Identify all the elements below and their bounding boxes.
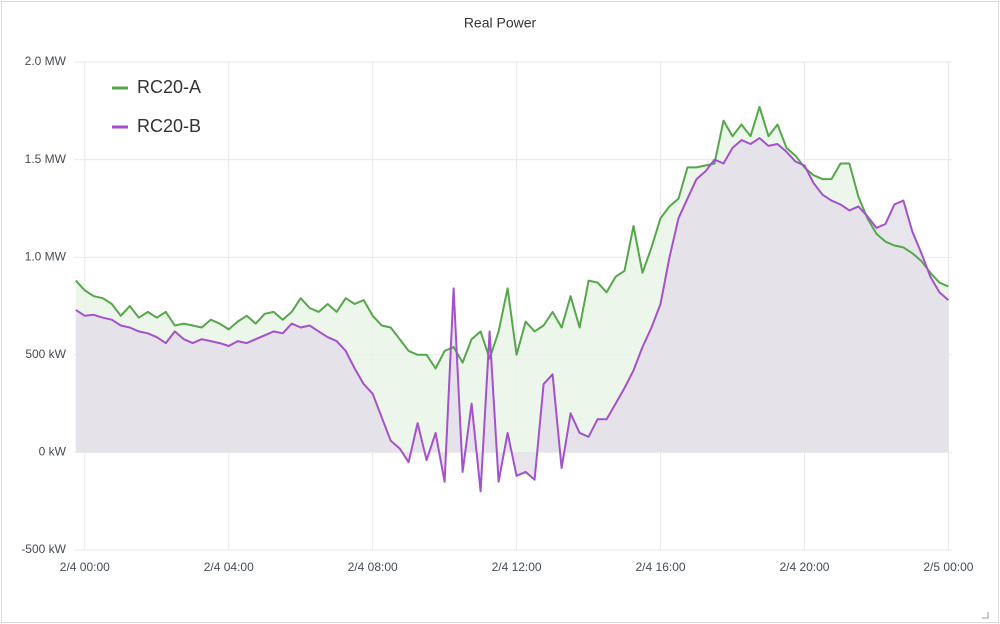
- y-tick-label: -500 kW: [21, 542, 66, 556]
- area: [75, 138, 949, 492]
- grid: [74, 61, 952, 551]
- y-tick-label: 2.0 MW: [25, 54, 67, 68]
- y-tick-label: 1.5 MW: [25, 152, 67, 166]
- x-tick-label: 2/4 08:00: [348, 560, 398, 574]
- lines: [75, 105, 950, 493]
- areas: [75, 106, 949, 492]
- legend-label: RC20-B: [137, 116, 201, 136]
- x-tick-label: 2/4 12:00: [492, 560, 542, 574]
- line: [75, 137, 950, 493]
- x-tick-label: 2/4 20:00: [779, 560, 829, 574]
- resize-handle[interactable]: [982, 612, 989, 619]
- x-tick-label: 2/4 16:00: [636, 560, 686, 574]
- chart-title: Real Power: [464, 15, 537, 31]
- y-tick-label: 1.0 MW: [25, 249, 67, 263]
- x-tick-label: 2/4 04:00: [204, 560, 254, 574]
- y-tick-label: 500 kW: [25, 347, 66, 361]
- x-tick-label: 2/4 00:00: [60, 560, 110, 574]
- legend-label: RC20-A: [137, 77, 201, 97]
- y-tick-label: 0 kW: [39, 445, 67, 459]
- x-tick-label: 2/5 00:00: [923, 560, 973, 574]
